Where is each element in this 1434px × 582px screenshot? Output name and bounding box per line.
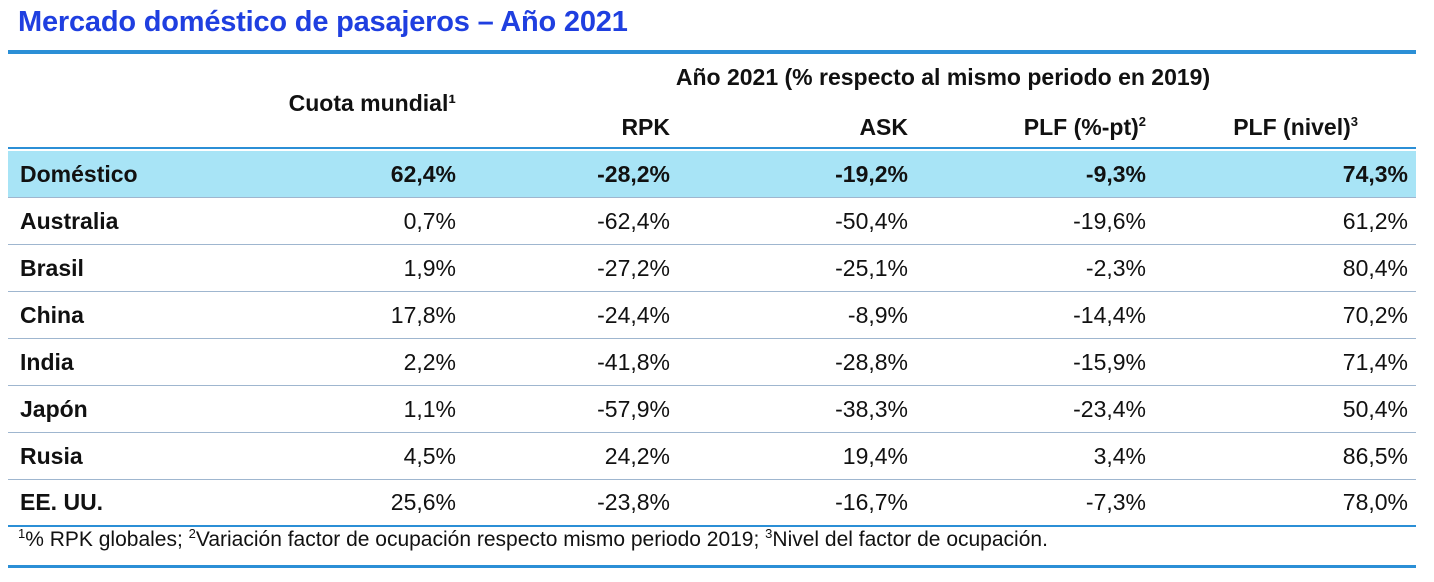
cell-plf-pt: -14,4%	[1073, 301, 1146, 328]
header-plf-level-label: PLF (nivel)	[1233, 114, 1351, 140]
table-row: EE. UU. 25,6% -23,8% -16,7% -7,3% 78,0%	[8, 480, 1416, 527]
cell-ask: -38,3%	[835, 395, 908, 422]
bottom-rule	[8, 565, 1416, 568]
row-name: Japón	[20, 395, 88, 422]
header-group-label: Año 2021 (% respecto al mismo periodo en…	[675, 64, 1211, 90]
row-name: Rusia	[20, 442, 83, 469]
cell-plf-level: 50,4%	[1342, 395, 1408, 422]
footnote: 1% RPK globales; 2Variación factor de oc…	[18, 526, 1048, 552]
cell-ask: -19,2%	[835, 160, 908, 187]
cell-ask: -50,4%	[835, 207, 908, 234]
footnote-text-2: Variación factor de ocupación respecto m…	[195, 528, 766, 551]
header-ask-label: ASK	[859, 114, 908, 140]
row-name: EE. UU.	[20, 489, 104, 515]
cell-rpk: -24,4%	[597, 301, 670, 328]
header-plf-pt: PLF (%-pt)2	[910, 114, 1146, 141]
header-plf-level: PLF (nivel)3	[1150, 114, 1358, 141]
row-name: Australia	[20, 207, 119, 234]
cell-plf-pt: -15,9%	[1073, 348, 1146, 375]
header-plf-pt-label: PLF (%-pt)	[1023, 114, 1139, 140]
header-plf-pt-sup: 2	[1138, 114, 1146, 129]
page-title: Mercado doméstico de pasajeros – Año 202…	[18, 6, 628, 38]
cell-ask: -28,8%	[835, 348, 908, 375]
cell-plf-level: 61,2%	[1342, 207, 1408, 234]
cell-plf-pt: -2,3%	[1085, 254, 1146, 281]
cell-plf-pt: -19,6%	[1073, 207, 1146, 234]
cell-plf-pt: -7,3%	[1085, 489, 1146, 515]
header-rpk-label: RPK	[621, 114, 670, 140]
cell-plf-level: 70,2%	[1342, 301, 1408, 328]
header-plf-level-sup: 3	[1350, 114, 1358, 129]
cell-rpk: -23,8%	[597, 489, 670, 515]
cell-rpk: -57,9%	[597, 395, 670, 422]
cell-plf-pt: 3,4%	[1093, 442, 1146, 469]
cell-share: 62,4%	[390, 160, 456, 187]
row-name: India	[20, 348, 74, 375]
row-name: China	[20, 301, 84, 328]
cell-plf-level: 74,3%	[1342, 160, 1408, 187]
cell-ask: -8,9%	[847, 301, 908, 328]
data-table: Doméstico 62,4% -28,2% -19,2% -9,3% 74,3…	[8, 151, 1416, 527]
row-name: Doméstico	[20, 160, 138, 187]
cell-share: 1,9%	[403, 254, 456, 281]
cell-rpk: -62,4%	[597, 207, 670, 234]
cell-rpk: -27,2%	[597, 254, 670, 281]
cell-plf-level: 86,5%	[1342, 442, 1408, 469]
table-row: Australia 0,7% -62,4% -50,4% -19,6% 61,2…	[8, 198, 1416, 245]
cell-plf-level: 80,4%	[1342, 254, 1408, 281]
cell-plf-pt: -9,3%	[1085, 160, 1146, 187]
table-row: China 17,8% -24,4% -8,9% -14,4% 70,2%	[8, 292, 1416, 339]
cell-rpk: 24,2%	[604, 442, 670, 469]
cell-rpk: -28,2%	[597, 160, 670, 187]
table-row: India 2,2% -41,8% -28,8% -15,9% 71,4%	[8, 339, 1416, 386]
cell-ask: 19,4%	[842, 442, 908, 469]
cell-share: 4,5%	[403, 442, 456, 469]
footnote-text-3: Nivel del factor de ocupación.	[772, 528, 1048, 551]
cell-share: 25,6%	[390, 489, 456, 515]
cell-share: 2,2%	[403, 348, 456, 375]
cell-share: 1,1%	[403, 395, 456, 422]
table-row: Rusia 4,5% 24,2% 19,4% 3,4% 86,5%	[8, 433, 1416, 480]
cell-share: 17,8%	[390, 301, 456, 328]
table-row: Brasil 1,9% -27,2% -25,1% -2,3% 80,4%	[8, 245, 1416, 292]
cell-rpk: -41,8%	[597, 348, 670, 375]
cell-plf-level: 78,0%	[1342, 489, 1408, 515]
top-rule	[8, 50, 1416, 54]
header-ask: ASK	[680, 114, 908, 141]
footnote-text-1: % RPK globales;	[25, 528, 189, 551]
header-rule	[8, 147, 1416, 149]
cell-plf-pt: -23,4%	[1073, 395, 1146, 422]
table-row-domestic: Doméstico 62,4% -28,2% -19,2% -9,3% 74,3…	[8, 151, 1416, 198]
footnote-sup-2: 2	[188, 526, 196, 541]
header-rpk: RPK	[480, 114, 670, 141]
cell-ask: -16,7%	[835, 489, 908, 515]
cell-ask: -25,1%	[835, 254, 908, 281]
cell-plf-level: 71,4%	[1342, 348, 1408, 375]
footnote-sup-3: 3	[765, 526, 773, 541]
row-name: Brasil	[20, 254, 84, 281]
cell-share: 0,7%	[403, 207, 456, 234]
table-row: Japón 1,1% -57,9% -38,3% -23,4% 50,4%	[8, 386, 1416, 433]
footnote-sup-1: 1	[18, 526, 26, 541]
header-share: Cuota mundial¹	[288, 90, 456, 116]
